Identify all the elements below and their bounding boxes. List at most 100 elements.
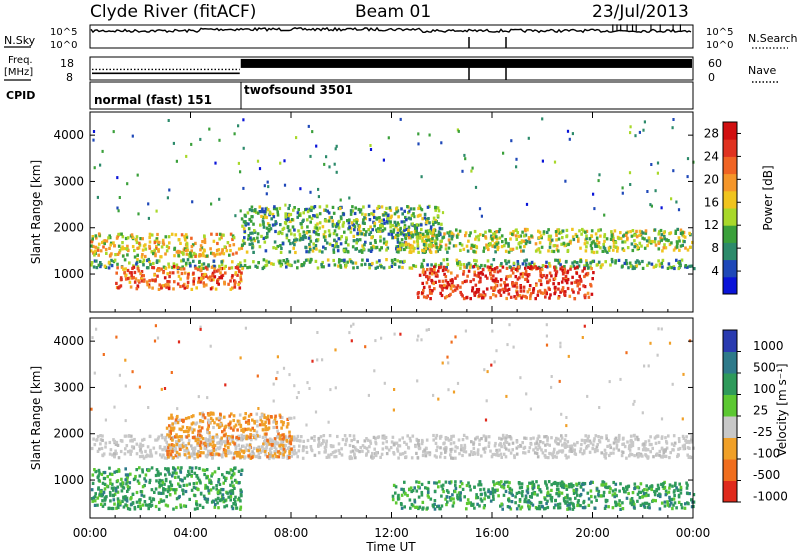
scatter-cell [537,294,540,297]
scatter-cell [237,283,240,286]
scatter-cell [295,452,298,455]
scatter-cell [529,495,532,498]
scatter-cell [115,282,118,285]
scatter-cell [655,189,657,192]
scatter-cell [630,125,632,128]
scatter-cell [151,287,154,290]
scatter-cell [182,492,185,495]
scatter-cell [156,210,158,213]
scatter-cell [435,250,438,253]
scatter-cell [117,486,120,489]
scatter-cell [570,450,573,453]
scatter-cell [233,425,236,428]
scatter-cell [94,492,97,495]
scatter-cell [642,231,645,234]
scatter-cell [502,288,505,291]
scatter-cell [266,232,269,235]
scatter-cell [439,240,442,243]
scatter-cell [102,245,105,248]
scatter-cell [481,215,483,218]
scatter-cell [544,507,547,510]
scatter-cell [188,442,191,445]
scatter-cell [503,244,506,247]
scatter-cell [181,272,184,275]
scatter-cell [300,237,303,240]
scatter-cell [242,118,244,121]
scatter-cell [368,213,371,216]
scatter-cell [229,244,232,247]
scatter-cell [134,255,137,258]
scatter-cell [199,444,202,447]
scatter-cell [173,142,175,145]
scatter-cell [306,218,309,221]
scatter-cell [262,428,265,431]
scatter-cell [537,435,540,438]
scatter-cell [181,488,184,491]
scatter-cell [223,416,226,419]
scatter-cell [327,258,330,261]
scatter-cell [417,232,420,235]
scatter-cell [129,453,132,456]
scatter-cell [230,489,233,492]
scatter-cell [467,250,470,253]
scatter-cell [209,435,212,438]
scatter-cell [181,419,184,422]
scatter-cell [288,239,291,242]
scatter-cell [164,456,167,459]
scatter-cell [146,283,149,286]
scatter-cell [631,242,634,245]
scatter-cell [642,442,645,445]
scatter-cell [234,496,237,499]
scatter-cell [134,281,137,284]
scatter-cell [547,456,550,459]
scatter-cell [185,233,188,236]
scatter-cell [671,485,674,488]
scatter-cell [138,499,141,502]
scatter-cell [254,435,257,438]
scatter-cell [430,225,433,228]
scatter-cell [182,258,185,261]
scatter-cell [361,450,364,453]
scatter-cell [235,481,238,484]
scatter-cell [182,253,185,256]
scatter-cell [231,274,234,277]
scatter-cell [430,263,433,266]
scatter-cell [351,457,354,460]
scatter-cell [510,296,513,299]
scatter-cell [213,240,216,243]
scatter-cell [201,240,204,243]
scatter-cell [151,279,154,282]
scatter-cell [261,413,264,416]
scatter-cell [562,229,565,232]
scatter-cell [656,452,659,455]
scatter-cell [524,451,527,454]
scatter-cell [186,456,189,459]
scatter-cell [207,450,210,453]
scatter-cell [571,276,574,279]
scatter-cell [296,238,299,241]
scatter-cell [658,441,661,444]
scatter-cell [652,499,655,502]
scatter-cell [456,234,459,237]
scatter-cell [327,455,330,458]
scatter-cell [159,445,162,448]
scatter-cell [644,247,647,250]
scatter-cell [557,297,560,300]
scatter-cell [332,206,335,209]
scatter-cell [293,243,296,246]
scatter-cell [99,164,101,167]
scatter-cell [104,471,107,474]
scatter-cell [267,185,269,188]
scatter-cell [548,235,551,238]
scatter-cell [140,490,143,493]
scatter-cell [470,450,473,453]
scatter-cell [109,479,112,482]
scatter-cell [132,502,135,505]
scatter-cell [91,447,94,450]
y-tick-label: 1000 [53,267,84,281]
scatter-cell [240,425,243,428]
scatter-cell [152,497,155,500]
scatter-cell [104,239,107,242]
scatter-cell [282,228,285,231]
scatter-cell [353,235,356,238]
